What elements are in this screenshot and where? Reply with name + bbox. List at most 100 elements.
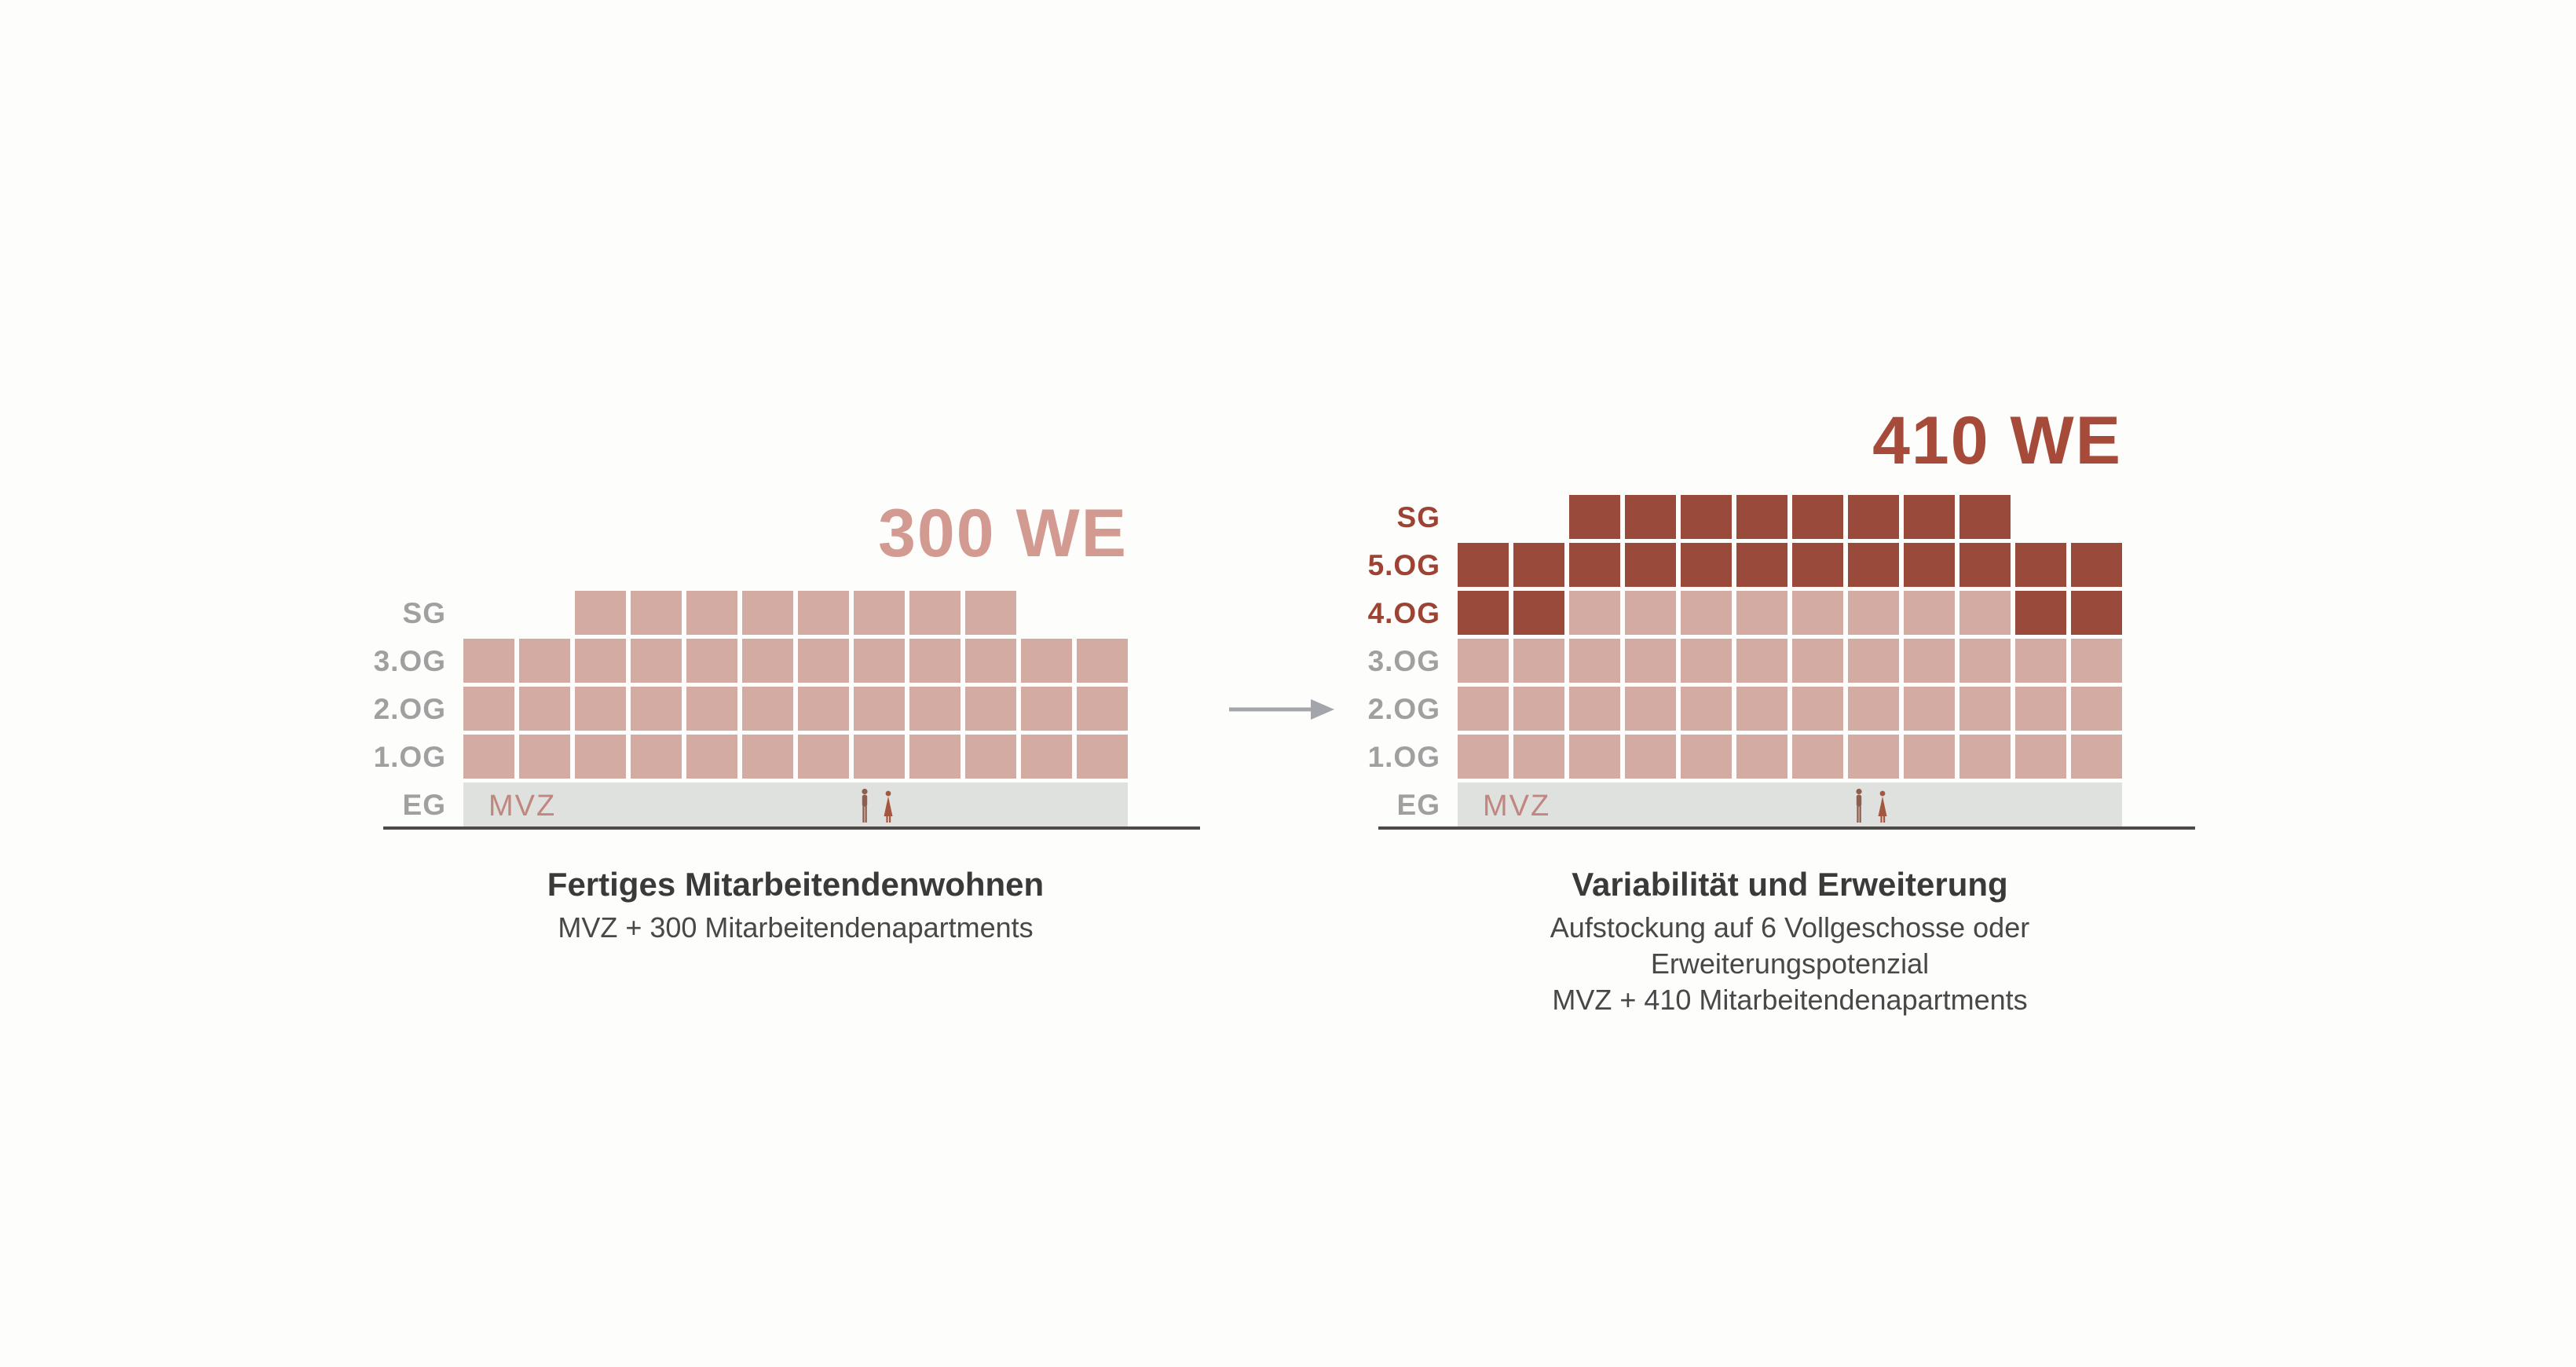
floor-label: 1.OG — [1367, 741, 1440, 773]
apartment-unit-dark — [1458, 543, 1509, 587]
apartment-unit-light — [1513, 687, 1564, 731]
apartment-unit-light — [631, 735, 682, 779]
apartment-unit-light — [965, 591, 1016, 635]
apartment-unit-dark — [2071, 543, 2122, 587]
floor-cells — [463, 735, 1128, 779]
apartment-unit-light — [1848, 639, 1899, 683]
apartment-unit-light — [1904, 639, 1955, 683]
floor-row-4og: 4.OG — [1368, 591, 2122, 635]
floor-row-2og: 2.OG — [374, 687, 1128, 731]
apartment-unit-dark — [1848, 543, 1899, 587]
caption-line: MVZ + 410 Mitarbeitendenapartments — [1552, 984, 2028, 1016]
floor-label: 4.OG — [1367, 597, 1440, 629]
floor-label: SG — [402, 597, 446, 629]
caption-title-right: Variabilität und Erweiterung — [1572, 866, 2008, 903]
apartment-unit-light — [1458, 639, 1509, 683]
apartment-unit-light — [1848, 735, 1899, 779]
floor-label: 5.OG — [1367, 549, 1440, 581]
apartment-unit-dark — [1904, 543, 1955, 587]
apartment-unit-dark — [1569, 543, 1620, 587]
apartment-unit-light — [463, 639, 514, 683]
apartment-unit-light — [742, 639, 793, 683]
apartment-unit-dark — [2015, 543, 2066, 587]
apartment-unit-dark — [1681, 495, 1732, 539]
apartment-unit-light — [519, 735, 570, 779]
apartment-unit-light — [1959, 687, 2011, 731]
floor-label: EG — [402, 789, 446, 821]
apartment-unit-light — [1736, 591, 1787, 635]
apartment-unit-light — [1792, 735, 1843, 779]
apartment-unit-light — [575, 591, 626, 635]
floor-row-1og: 1.OG — [1368, 735, 2122, 779]
apartment-unit-light — [1904, 591, 1955, 635]
apartment-unit-light — [686, 591, 737, 635]
apartment-unit-light — [1792, 591, 1843, 635]
apartment-unit-light — [1458, 687, 1509, 731]
floor-cells — [1458, 735, 2122, 779]
apartment-unit-light — [909, 639, 961, 683]
apartment-unit-light — [854, 639, 905, 683]
apartment-unit-light — [1625, 687, 1676, 731]
apartment-unit-dark — [1848, 495, 1899, 539]
apartment-unit-dark — [1736, 495, 1787, 539]
floor-row-2og: 2.OG — [1368, 687, 2122, 731]
apartment-unit-dark — [1959, 543, 2011, 587]
apartment-unit-light — [965, 735, 1016, 779]
apartment-unit-dark — [1513, 543, 1564, 587]
apartment-unit-light — [631, 687, 682, 731]
apartment-unit-light — [1959, 591, 2011, 635]
caption-title-left: Fertiges Mitarbeitendenwohnen — [547, 866, 1045, 903]
floor-cells — [1458, 591, 2122, 635]
apartment-unit-dark — [2071, 591, 2122, 635]
building-elevation-left: SG 3.OG 2.OG 1.OG EG MVZ — [374, 591, 1128, 830]
apartment-unit-light — [575, 687, 626, 731]
apartment-unit-light — [2015, 687, 2066, 731]
apartment-unit-light — [1077, 735, 1128, 779]
apartment-unit-light — [2071, 735, 2122, 779]
ground-floor-band: MVZ — [1458, 782, 2122, 826]
caption-line: Aufstockung auf 6 Vollgeschosse oder Erw… — [1550, 911, 2030, 980]
caption-lines-right: Aufstockung auf 6 Vollgeschosse oder Erw… — [1458, 910, 2122, 1018]
floor-label: EG — [1396, 789, 1440, 821]
floor-row-eg: EG MVZ — [1397, 782, 2122, 826]
apartment-unit-light — [742, 687, 793, 731]
apartment-unit-light — [1077, 687, 1128, 731]
apartment-unit-light — [1681, 735, 1732, 779]
apartment-unit-light — [1021, 735, 1072, 779]
apartment-unit-light — [1021, 687, 1072, 731]
right-arrow-icon — [1229, 699, 1334, 720]
apartment-unit-dark — [1625, 495, 1676, 539]
apartment-unit-light — [2071, 639, 2122, 683]
mvz-label: MVZ — [488, 790, 557, 823]
ground-line-right — [1378, 826, 2195, 830]
apartment-unit-light — [519, 687, 570, 731]
floor-row-5og: 5.OG — [1368, 543, 2122, 587]
apartment-unit-dark — [1513, 591, 1564, 635]
apartment-unit-light — [798, 687, 849, 731]
unit-count-title-right: 410 WE — [1872, 403, 2122, 478]
floor-row-sg: SG — [1397, 495, 2122, 539]
apartment-unit-light — [463, 687, 514, 731]
apartment-unit-light — [1736, 639, 1787, 683]
apartment-unit-light — [686, 687, 737, 731]
apartment-unit-dark — [1904, 495, 1955, 539]
people-silhouette-icon — [1848, 788, 1898, 826]
apartment-unit-light — [1792, 687, 1843, 731]
floor-label: 2.OG — [1367, 693, 1440, 725]
apartment-unit-light — [1625, 639, 1676, 683]
apartment-unit-light — [1848, 591, 1899, 635]
apartment-unit-light — [854, 687, 905, 731]
floor-label: 2.OG — [373, 693, 446, 725]
floor-label: SG — [1396, 501, 1440, 533]
caption-lines-left: MVZ + 300 Mitarbeitendenapartments — [463, 910, 1128, 946]
floor-row-sg: SG — [403, 591, 1128, 635]
apartment-unit-light — [463, 735, 514, 779]
ground-line-left — [383, 826, 1200, 830]
apartment-unit-light — [575, 639, 626, 683]
apartment-unit-light — [1792, 639, 1843, 683]
apartment-unit-light — [1736, 687, 1787, 731]
floor-row-eg: EG MVZ — [403, 782, 1128, 826]
apartment-unit-light — [1625, 735, 1676, 779]
floor-cells — [1458, 495, 2122, 539]
apartment-unit-dark — [1792, 543, 1843, 587]
